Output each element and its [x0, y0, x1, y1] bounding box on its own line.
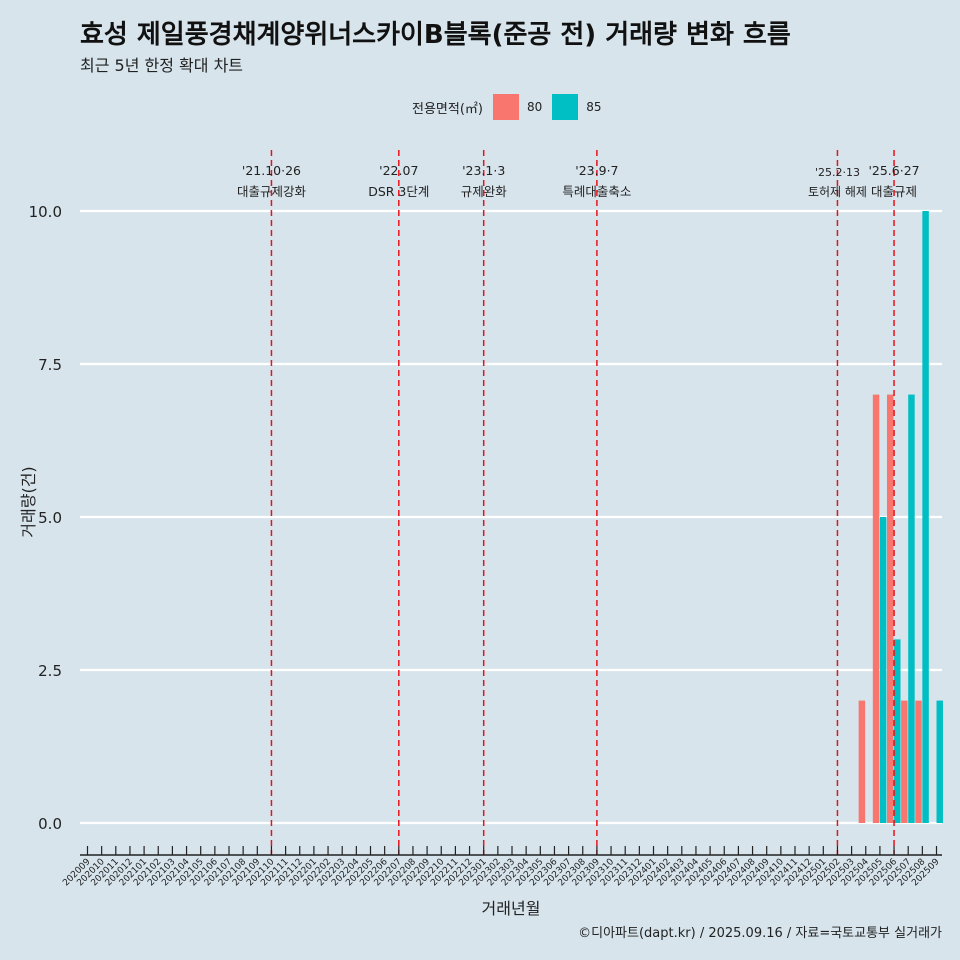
y-tick-label: 5.0: [38, 509, 62, 527]
legend: 전용면적(㎡) 80 85: [412, 93, 612, 121]
event-date-label: '21.10·26: [242, 163, 301, 178]
event-date-label: '25.6·27: [868, 163, 919, 178]
bar-85-202507: [908, 394, 915, 823]
bar-80-202504: [858, 700, 866, 823]
chart-title: 효성 제일풍경채계양위너스카이B블록(준공 전) 거래량 변화 흐름: [80, 20, 791, 50]
legend-title: 전용면적(㎡): [412, 101, 483, 117]
bar-80-202508: [915, 700, 922, 823]
y-tick-label: 7.5: [38, 356, 62, 374]
legend-label-85: 85: [586, 100, 602, 114]
event-name-label: DSR 3단계: [368, 184, 429, 199]
x-axis-title: 거래년월: [482, 899, 541, 918]
event-name-label: 특례대출축소: [562, 184, 631, 199]
chart-subtitle: 최근 5년 한정 확대 차트: [80, 56, 244, 75]
y-tick-label: 10.0: [29, 203, 62, 221]
event-name-label: 대출규제강화: [237, 184, 307, 199]
event-name-label: 규제완화: [461, 184, 508, 199]
event-date-label: '23.9·7: [575, 163, 618, 178]
y-tick-label: 2.5: [38, 662, 62, 680]
bar-80-202505: [872, 394, 880, 823]
y-axis-title: 거래량(건): [19, 466, 38, 537]
bar-80-202506: [886, 394, 894, 823]
source-caption: ©디아파트(dapt.kr) / 2025.09.16 / 자료=국토교통부 실…: [578, 926, 942, 941]
event-date-label: '22.07: [379, 163, 418, 178]
legend-key-85: [552, 94, 579, 120]
bar-80-202507: [901, 700, 908, 823]
bar-85-202508: [922, 211, 929, 823]
event-date-label: '25.2·13: [815, 166, 860, 179]
bar-85-202505: [879, 517, 887, 823]
y-tick-label: 0.0: [38, 815, 62, 833]
legend-key-80: [492, 94, 519, 120]
legend-label-80: 80: [526, 100, 543, 114]
event-date-label: '23.1·3: [462, 163, 505, 178]
bar-85-202506: [894, 639, 901, 823]
event-name-label: 토허제 해제: [808, 185, 867, 199]
bar-85-202509: [936, 700, 943, 823]
event-name-label: 대출규제: [871, 184, 917, 199]
